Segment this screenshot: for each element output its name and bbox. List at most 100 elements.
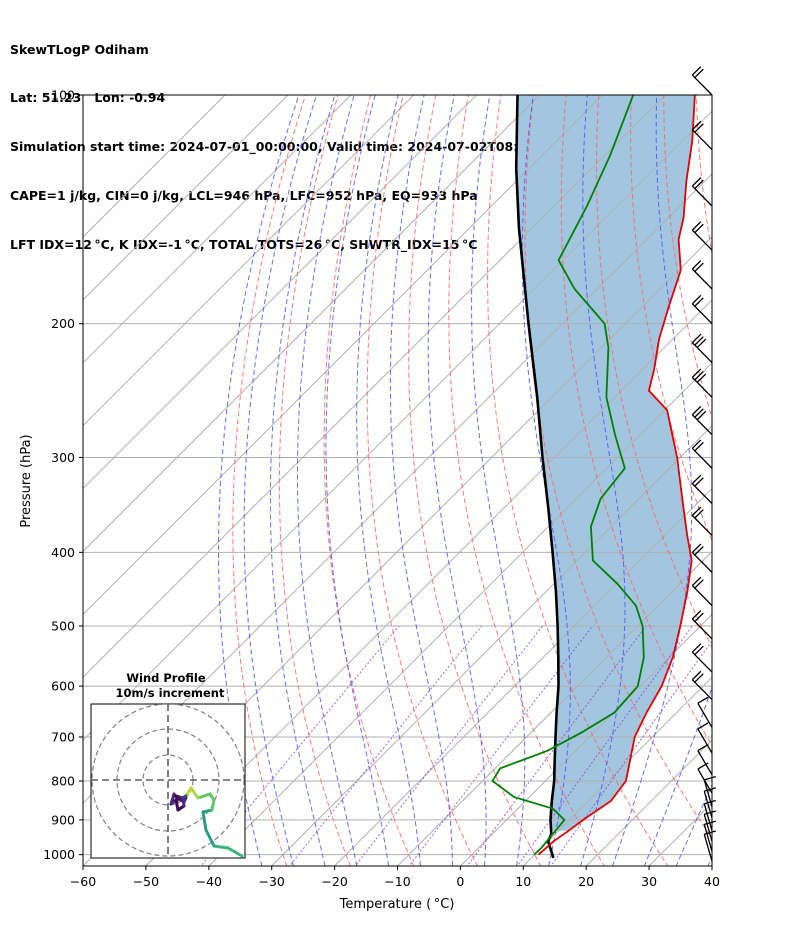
- wind-barb-flag: [694, 579, 704, 589]
- wind-barb-staff: [703, 790, 713, 819]
- wind-barb-staff: [697, 702, 713, 728]
- wind-barb: [703, 799, 716, 831]
- wind-barb-staff: [691, 229, 713, 251]
- wind-barb: [703, 830, 716, 862]
- dry-adiabat-line: [408, 95, 542, 866]
- isotherm-line: [83, 95, 226, 238]
- wind-barb-flag: [691, 221, 702, 231]
- title-location: Lat: 51.23 Lon: -0.94: [10, 90, 166, 106]
- inset-title: Wind Profile: [126, 671, 206, 685]
- y-tick-label: 500: [51, 618, 75, 633]
- isotherm-line: [775, 95, 794, 866]
- mixing-ratio-line: [288, 625, 482, 866]
- wind-barb-flag: [694, 262, 704, 272]
- mixing-ratio-line: [466, 625, 647, 866]
- wind-profile-inset: Wind Profile 10m/s increment: [90, 671, 246, 859]
- wind-barb-flag: [691, 177, 702, 187]
- wind-barb-staff: [691, 342, 713, 363]
- wind-barb-staff: [691, 618, 713, 640]
- cape-area: [516, 95, 695, 831]
- wind-barb: [691, 333, 713, 363]
- wind-barb: [691, 260, 713, 290]
- wind-barb: [691, 405, 713, 436]
- x-tick-label: −40: [196, 874, 222, 889]
- x-tick-label: −60: [70, 874, 96, 889]
- wind-barb-flag: [691, 120, 702, 131]
- x-tick-label: 0: [456, 874, 464, 889]
- dry-adiabats-group: [232, 78, 794, 874]
- wind-barb: [703, 810, 716, 842]
- wind-barb-flag: [704, 820, 716, 826]
- hodograph-segment: [210, 798, 216, 812]
- dry-adiabat-line: [728, 78, 794, 874]
- isotherm-line: [271, 424, 712, 866]
- x-tick-label: −50: [133, 874, 159, 889]
- wind-barb-flag: [694, 336, 704, 346]
- wind-barb-flag: [691, 294, 702, 305]
- x-tick-label: 10: [515, 874, 531, 889]
- hodograph-segment: [226, 846, 244, 858]
- moist-adiabat-line: [427, 95, 487, 866]
- wind-barb-flag: [691, 543, 702, 553]
- mixing-ratio-line: [516, 625, 693, 866]
- wind-barb-flag: [694, 612, 704, 622]
- dry-adiabat-line: [760, 78, 794, 874]
- wind-barb-staff: [691, 585, 713, 607]
- wind-barb-staff: [697, 750, 713, 776]
- moist-adiabat-line: [471, 95, 526, 866]
- dry-adiabat-line: [487, 95, 669, 866]
- wind-barb: [691, 643, 713, 673]
- isotherm-line: [460, 613, 712, 866]
- axes-group: −60 −50 −40 −30 −20 −10 0 10 20 30 40 100 200 300 400 5…: [43, 88, 720, 890]
- dry-adiabat-line: [448, 95, 605, 866]
- wind-barb-flag: [696, 373, 707, 383]
- wind-barb-flag: [704, 810, 716, 815]
- wind-barb: [697, 743, 713, 776]
- wind-barb-staff: [703, 814, 713, 842]
- isotherm-line: [83, 95, 415, 427]
- y-tick-label: 300: [51, 450, 75, 465]
- wind-barb: [691, 66, 713, 96]
- y-tick-label: 800: [51, 774, 75, 789]
- wind-barb-flag: [697, 722, 709, 730]
- wind-barb-staff: [691, 447, 713, 469]
- wind-barb-flag: [691, 368, 702, 378]
- wind-barb: [691, 610, 713, 640]
- wind-barb-flag: [691, 66, 702, 76]
- wind-barb-staff: [703, 803, 713, 831]
- y-tick-label: 700: [51, 729, 75, 744]
- wind-barb-flag: [696, 410, 707, 421]
- mixing-ratio-line: [550, 640, 712, 866]
- wind-barb-flag: [704, 787, 716, 792]
- wind-barb-staff: [697, 728, 713, 754]
- x-tick-label: 30: [641, 874, 657, 889]
- wind-barb: [691, 294, 713, 325]
- moist-adiabat-line: [356, 95, 422, 866]
- wind-barb-staff: [703, 834, 713, 862]
- wind-barb-flag: [691, 610, 702, 620]
- wind-barb-flag: [704, 830, 716, 835]
- y-tick-label: 900: [51, 812, 75, 827]
- wind-barb-flag: [691, 643, 702, 653]
- title-indices-1: CAPE=1 j/kg, CIN=0 j/kg, LCL=946 hPa, LF…: [10, 188, 478, 204]
- wind-barb-flag: [694, 477, 704, 487]
- wind-barb-flag: [691, 260, 702, 270]
- wind-barb: [697, 696, 713, 728]
- wind-barb: [691, 177, 713, 207]
- temperature-profile-line: [537, 95, 696, 856]
- wind-barb-flag: [704, 799, 716, 805]
- mixing-ratio-line: [354, 625, 543, 866]
- wind-barb-staff: [691, 303, 713, 325]
- hodograph-segment: [189, 786, 200, 800]
- wind-barb-flag: [696, 338, 707, 349]
- wind-barb-staff: [691, 679, 713, 701]
- hodograph-segment: [201, 810, 208, 832]
- cape-area-group: [516, 95, 695, 831]
- isotherm-line: [83, 95, 352, 364]
- y-tick-label: 200: [51, 316, 75, 331]
- x-tick-label: −30: [259, 874, 285, 889]
- wind-barb-flag: [691, 333, 702, 344]
- wind-barb: [703, 787, 716, 819]
- wind-barb: [703, 820, 716, 852]
